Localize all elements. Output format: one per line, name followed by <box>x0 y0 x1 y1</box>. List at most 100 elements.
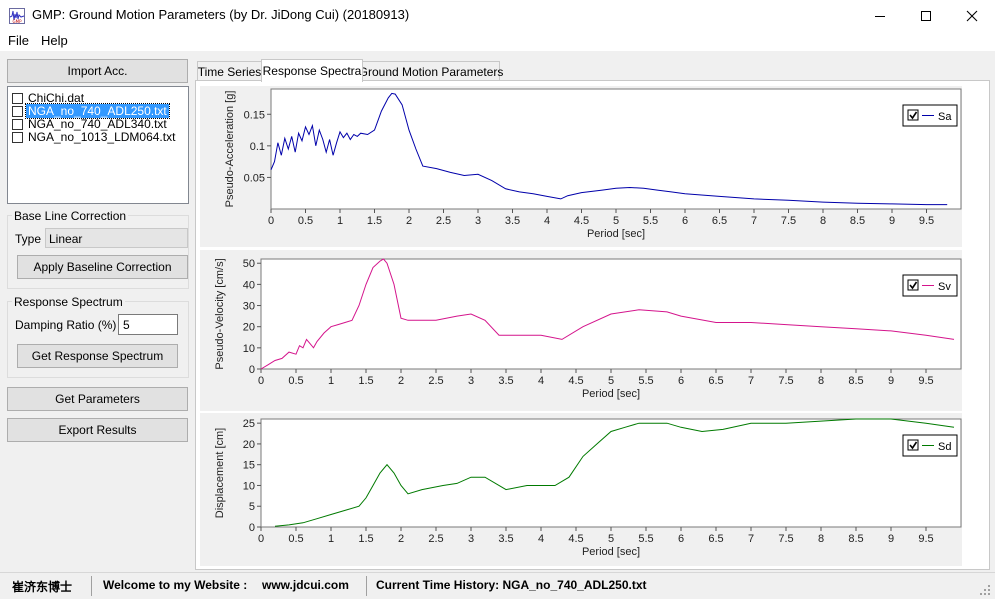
legend-checkbox[interactable] <box>907 109 919 121</box>
x-axis-label: Period [sec] <box>587 228 645 240</box>
maximize-icon <box>921 10 931 21</box>
x-tick-label: 5 <box>613 215 619 227</box>
minimize-button[interactable] <box>857 0 903 31</box>
export-results-button[interactable]: Export Results <box>7 418 188 442</box>
file-name: NGA_no_740_ADL250.txt <box>25 103 170 119</box>
status-website: www.jdcui.com <box>262 578 349 592</box>
y-tick-label: 0 <box>249 364 255 376</box>
menu-file[interactable]: File <box>8 33 29 48</box>
file-item[interactable]: NGA_no_740_ADL340.txt <box>10 117 188 131</box>
legend-label: Sv <box>938 281 951 293</box>
status-current-history: Current Time History: NGA_no_740_ADL250.… <box>376 578 647 592</box>
x-tick-label: 5 <box>608 533 614 545</box>
resize-grip-icon[interactable] <box>978 583 992 597</box>
x-tick-label: 9.5 <box>919 215 934 227</box>
legend-checkbox[interactable] <box>907 279 919 291</box>
status-welcome: Welcome to my Website : <box>103 578 248 592</box>
x-tick-label: 5 <box>608 375 614 387</box>
tab-time-series[interactable]: Time Series <box>197 61 262 81</box>
chart-sv: 0 0.5 1 1.5 2 2.5 3 3.5 4 4.5 5 5.5 6 6.5 7 7.5 8 8.5 9 9.5… <box>200 250 962 411</box>
file-checkbox[interactable] <box>12 92 23 104</box>
legend-checkbox[interactable] <box>907 439 919 451</box>
x-tick-label: 3.5 <box>498 375 513 387</box>
x-tick-label: 0.5 <box>288 375 303 387</box>
legend-sd[interactable]: Sd <box>902 434 958 457</box>
y-axis-label: Pseudo-Velocity [cm/s] <box>214 258 226 369</box>
x-tick-label: 1 <box>337 215 343 227</box>
x-tick-label: 9 <box>888 533 894 545</box>
response-spectra-page: 0 0.5 1 1.5 2 2.5 3 3.5 4 4.5 5 5.5 6 6.5 7 7.5 8 8.5 9 9.5… <box>195 80 990 570</box>
close-button[interactable] <box>949 0 995 31</box>
x-tick-label: 6.5 <box>708 375 723 387</box>
file-item[interactable]: ChiChi.dat <box>10 91 188 105</box>
y-tick-label: 20 <box>243 322 255 334</box>
series-line-sv <box>260 258 955 370</box>
tab-ground-motion-parameters[interactable]: Ground Motion Parameters <box>359 61 503 81</box>
check-icon <box>909 281 918 290</box>
file-name: NGA_no_1013_LDM064.txt <box>28 130 176 144</box>
status-bar: 崔济东博士 Welcome to my Website : www.jdcui.… <box>0 572 995 599</box>
file-checkbox[interactable] <box>12 131 23 143</box>
get-parameters-button[interactable]: Get Parameters <box>7 387 188 411</box>
menu-help[interactable]: Help <box>41 33 68 48</box>
x-tick-label: 7.5 <box>778 533 793 545</box>
file-item[interactable]: NGA_no_740_ADL250.txt <box>10 103 188 119</box>
type-label: Type <box>15 232 42 246</box>
y-tick-label: 20 <box>243 439 255 451</box>
x-axis-label: Period [sec] <box>582 388 640 400</box>
apply-baseline-button[interactable]: Apply Baseline Correction <box>17 255 188 279</box>
x-tick-label: 8.5 <box>850 215 865 227</box>
status-author: 崔济东博士 <box>12 580 73 594</box>
series-line-sd <box>274 418 955 527</box>
y-tick-label: 5 <box>249 501 255 513</box>
x-tick-label: 4 <box>538 533 544 545</box>
legend-sv[interactable]: Sv <box>902 274 958 297</box>
check-icon <box>909 441 918 450</box>
file-item[interactable]: NGA_no_1013_LDM064.txt <box>10 130 188 144</box>
baseline-group-title: Base Line Correction <box>12 209 129 223</box>
charts-area: 0 0.5 1 1.5 2 2.5 3 3.5 4 4.5 5 5.5 6 6.5 7 7.5 8 8.5 9 9.5… <box>200 86 962 566</box>
series-line-sa <box>270 92 948 206</box>
file-checkbox[interactable] <box>12 105 23 117</box>
x-tick-label: 0.5 <box>298 215 313 227</box>
maximize-button[interactable] <box>903 0 949 31</box>
file-name: NGA_no_740_ADL340.txt <box>28 117 167 131</box>
y-tick-label: 0.15 <box>244 109 265 121</box>
x-tick-label: 4.5 <box>574 215 589 227</box>
file-checkbox[interactable] <box>12 118 23 130</box>
x-tick-label: 4 <box>544 215 550 227</box>
x-tick-label: 2 <box>406 215 412 227</box>
x-tick-label: 2 <box>398 375 404 387</box>
x-tick-label: 7.5 <box>778 375 793 387</box>
type-select[interactable]: Linear <box>45 228 188 248</box>
response-group-title: Response Spectrum <box>12 295 125 309</box>
y-tick-label: 0 <box>249 522 255 534</box>
x-tick-label: 7.5 <box>781 215 796 227</box>
plot-area <box>270 88 962 210</box>
app-icon: GMP <box>9 8 25 24</box>
get-response-spectrum-button[interactable]: Get Response Spectrum <box>17 344 178 368</box>
legend-label: Sa <box>938 111 952 123</box>
x-tick-label: 3.5 <box>498 533 513 545</box>
tab-response-spectra[interactable]: Response Spectra <box>261 59 363 82</box>
x-tick-label: 3.5 <box>505 215 520 227</box>
title-bar[interactable]: GMP GMP: Ground Motion Parameters (by Dr… <box>0 0 995 31</box>
x-tick-label: 6.5 <box>708 533 723 545</box>
x-tick-label: 3 <box>468 533 474 545</box>
x-tick-label: 6 <box>678 375 684 387</box>
y-tick-label: 10 <box>243 480 255 492</box>
x-tick-label: 8 <box>820 215 826 227</box>
x-tick-label: 4.5 <box>568 375 583 387</box>
x-tick-label: 0 <box>268 215 274 227</box>
damping-ratio-input[interactable]: 5 <box>118 314 178 335</box>
x-tick-label: 1 <box>328 533 334 545</box>
file-list[interactable]: ChiChi.dat NGA_no_740_ADL250.txt NGA_no_… <box>7 86 189 204</box>
legend-sa[interactable]: Sa <box>902 104 958 127</box>
import-acc-button[interactable]: Import Acc. <box>7 59 188 83</box>
window-title: GMP: Ground Motion Parameters (by Dr. Ji… <box>32 7 410 22</box>
x-tick-label: 0.5 <box>288 533 303 545</box>
x-tick-label: 0 <box>258 533 264 545</box>
chart-sd: 0 0.5 1 1.5 2 2.5 3 3.5 4 4.5 5 5.5 6 6.5 7 7.5 8 8.5 9 9.5… <box>200 413 962 566</box>
close-icon <box>966 10 978 21</box>
x-tick-label: 2.5 <box>428 375 443 387</box>
